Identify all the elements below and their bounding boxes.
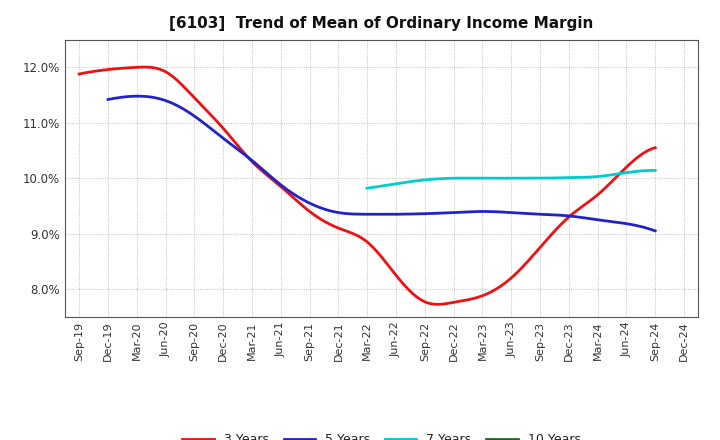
Line: 3 Years: 3 Years: [79, 67, 655, 304]
7 Years: [363, 186, 372, 191]
7 Years: [572, 175, 581, 180]
5 Years: [284, 187, 292, 193]
3 Years: [264, 173, 273, 179]
5 Years: [651, 228, 660, 234]
3 Years: [145, 65, 154, 70]
5 Years: [322, 207, 330, 212]
5 Years: [134, 94, 143, 99]
Line: 7 Years: 7 Years: [367, 170, 655, 188]
Legend: 3 Years, 5 Years, 7 Years, 10 Years: 3 Years, 5 Years, 7 Years, 10 Years: [177, 429, 586, 440]
7 Years: [571, 175, 580, 180]
3 Years: [493, 286, 502, 291]
5 Years: [449, 210, 458, 215]
3 Years: [75, 71, 84, 77]
Line: 5 Years: 5 Years: [108, 96, 655, 231]
3 Years: [140, 64, 148, 70]
5 Years: [171, 102, 179, 107]
7 Years: [477, 176, 485, 181]
7 Years: [544, 176, 553, 181]
7 Years: [648, 168, 657, 173]
7 Years: [651, 168, 660, 173]
3 Years: [496, 283, 505, 289]
5 Years: [500, 209, 508, 215]
5 Years: [104, 97, 112, 102]
3 Years: [440, 301, 449, 307]
7 Years: [397, 180, 406, 186]
5 Years: [503, 210, 511, 215]
Title: [6103]  Trend of Mean of Ordinary Income Margin: [6103] Trend of Mean of Ordinary Income …: [169, 16, 594, 32]
3 Years: [305, 208, 313, 213]
3 Years: [433, 302, 441, 307]
3 Years: [651, 145, 660, 150]
7 Years: [456, 176, 465, 181]
